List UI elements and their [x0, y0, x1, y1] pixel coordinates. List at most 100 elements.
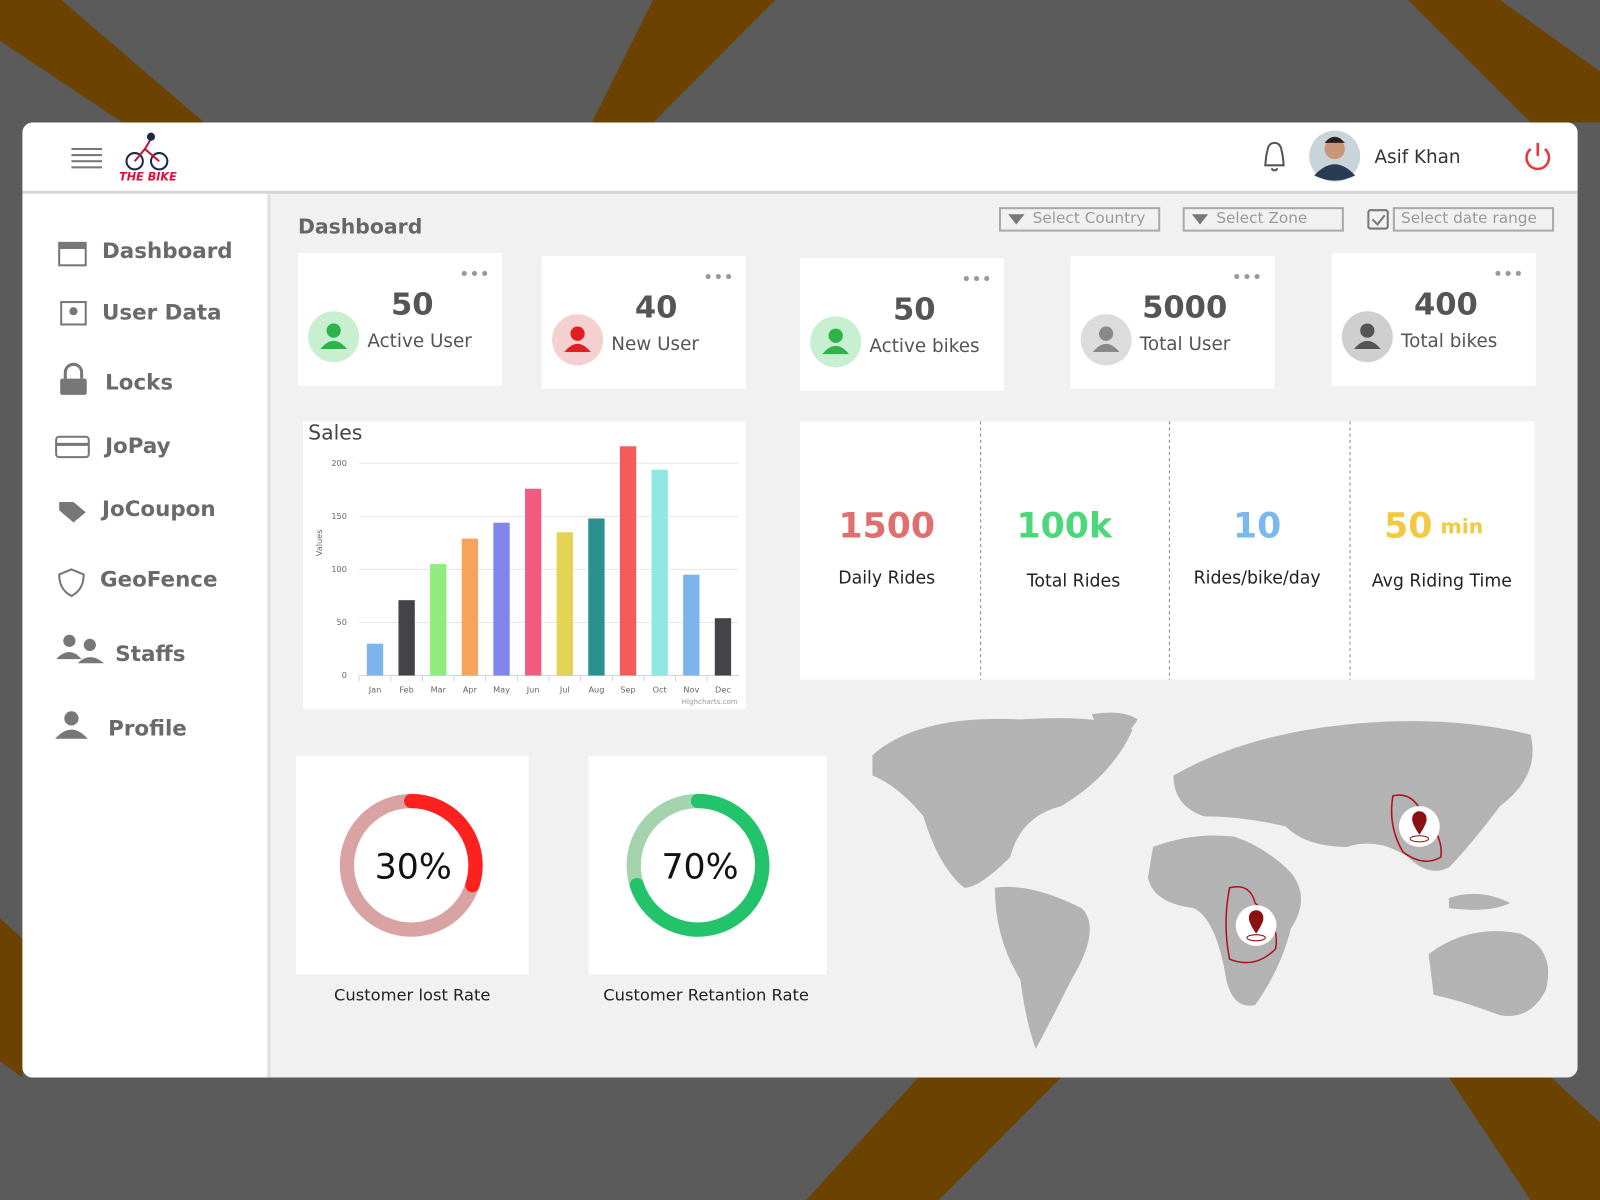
card-menu-dot	[984, 276, 990, 282]
nav-item[interactable]: GeoFence	[100, 568, 218, 593]
card-icon	[1098, 326, 1114, 341]
card-label: New User	[611, 334, 699, 355]
bar	[556, 532, 573, 676]
stripe	[1448, 1077, 1600, 1200]
card-icon	[1092, 343, 1120, 353]
y-tick-label: 0	[342, 670, 347, 680]
bar	[651, 469, 668, 676]
x-tick-label: Oct	[653, 684, 667, 694]
page-title: Dashboard	[298, 215, 422, 239]
dropdown-arrow	[1191, 214, 1209, 225]
card-menu-dot	[1234, 273, 1240, 280]
stripe	[1408, 0, 1600, 123]
x-tick-label: Aug	[588, 684, 604, 694]
stripe	[0, 0, 205, 123]
stripe	[0, 918, 23, 1078]
power-button[interactable]	[1525, 142, 1551, 171]
card-value: 40	[635, 291, 678, 326]
card-menu-dot	[461, 270, 467, 277]
card-label: Active User	[367, 331, 472, 352]
x-tick-label: Feb	[399, 684, 413, 694]
bar	[619, 446, 637, 676]
logo	[125, 132, 169, 171]
nav-item[interactable]: User Data	[102, 300, 222, 325]
metric-number: 10	[1233, 507, 1281, 547]
metric-value: 1500	[838, 507, 935, 547]
bar	[493, 522, 510, 676]
top-bar-shadow	[22, 190, 1578, 194]
metric-label: Total Rides	[1026, 572, 1121, 592]
filter-label[interactable]: Select Zone	[1216, 209, 1307, 227]
gauge-label: Customer Retantion Rate	[603, 985, 809, 1004]
nav-item[interactable]: Staffs	[115, 642, 185, 667]
bar	[430, 564, 447, 676]
y-tick-label: 50	[337, 617, 347, 627]
filter-label[interactable]: Select date range	[1401, 209, 1537, 227]
card-menu-dot	[715, 273, 721, 280]
sidebar-border	[267, 193, 271, 1078]
stripe	[806, 1077, 1062, 1200]
card-icon	[828, 328, 843, 343]
metrics-panel	[800, 421, 1535, 680]
bar	[588, 518, 605, 676]
x-tick-label: Sep	[620, 684, 635, 694]
metric-number: 1500	[838, 507, 935, 547]
card-icon	[822, 345, 849, 355]
card-value: 50	[391, 288, 434, 323]
card-value: 5000	[1142, 291, 1227, 326]
card-menu-dot	[963, 276, 969, 282]
card-menu-dot	[973, 276, 980, 282]
card-menu-dot	[482, 270, 488, 277]
sidebar	[22, 193, 268, 1078]
card-menu-dot	[726, 273, 732, 280]
metric-dividers	[980, 421, 1351, 680]
metric-value: 100k	[1017, 507, 1113, 547]
menu-button[interactable]	[71, 147, 103, 169]
user-name: Asif Khan	[1374, 147, 1460, 168]
avatar[interactable]	[1309, 130, 1361, 182]
nav-item[interactable]: Profile	[108, 717, 187, 742]
card-label: Total bikes	[1400, 331, 1497, 352]
x-tick-label: Jan	[368, 684, 382, 694]
metric-unit: min	[1441, 515, 1484, 539]
notification-bell[interactable]	[1264, 141, 1285, 172]
card-label: Total User	[1139, 334, 1231, 355]
bar	[714, 618, 732, 676]
nav-item[interactable]: JoCoupon	[100, 497, 216, 522]
x-tick-label: Nov	[683, 684, 699, 694]
map-pin[interactable]	[1235, 905, 1277, 946]
map-pin[interactable]	[1398, 806, 1440, 847]
bar	[366, 643, 384, 676]
card-value: 400	[1414, 288, 1478, 323]
card-menu-dot	[1254, 273, 1260, 280]
y-axis-label: Values	[314, 530, 324, 557]
bar	[525, 488, 542, 676]
card-menu-dot	[1515, 270, 1521, 277]
nav-item[interactable]: JoPay	[103, 434, 171, 459]
x-tick-label: May	[493, 684, 510, 694]
x-tick-label: Jun	[526, 684, 540, 694]
dropdown-arrow	[1008, 214, 1025, 225]
gauge-arc	[629, 793, 770, 937]
logo-text: THE BIKE	[119, 171, 177, 184]
metric-label: Rides/bike/day	[1194, 569, 1321, 589]
nav-item[interactable]: Dashboard	[102, 239, 233, 264]
x-tick-label: Jul	[559, 684, 570, 694]
nav-item[interactable]: Locks	[105, 371, 173, 396]
gauge-value: 30%	[375, 847, 452, 887]
sidebar-icons	[55, 241, 105, 739]
card-icon	[1354, 340, 1381, 349]
card-icon	[564, 343, 591, 353]
gauge-label: Customer lost Rate	[334, 985, 490, 1004]
chart-credit: Highcharts.com	[682, 697, 738, 706]
x-tick-label: Apr	[463, 684, 478, 694]
filter-boxes[interactable]	[998, 207, 1555, 232]
stripe	[591, 0, 776, 123]
filter-label[interactable]: Select Country	[1033, 209, 1146, 227]
map-zones	[1225, 794, 1442, 964]
x-tick-label: Dec	[715, 684, 731, 694]
metric-value: 10	[1233, 507, 1281, 547]
bar	[683, 574, 700, 676]
